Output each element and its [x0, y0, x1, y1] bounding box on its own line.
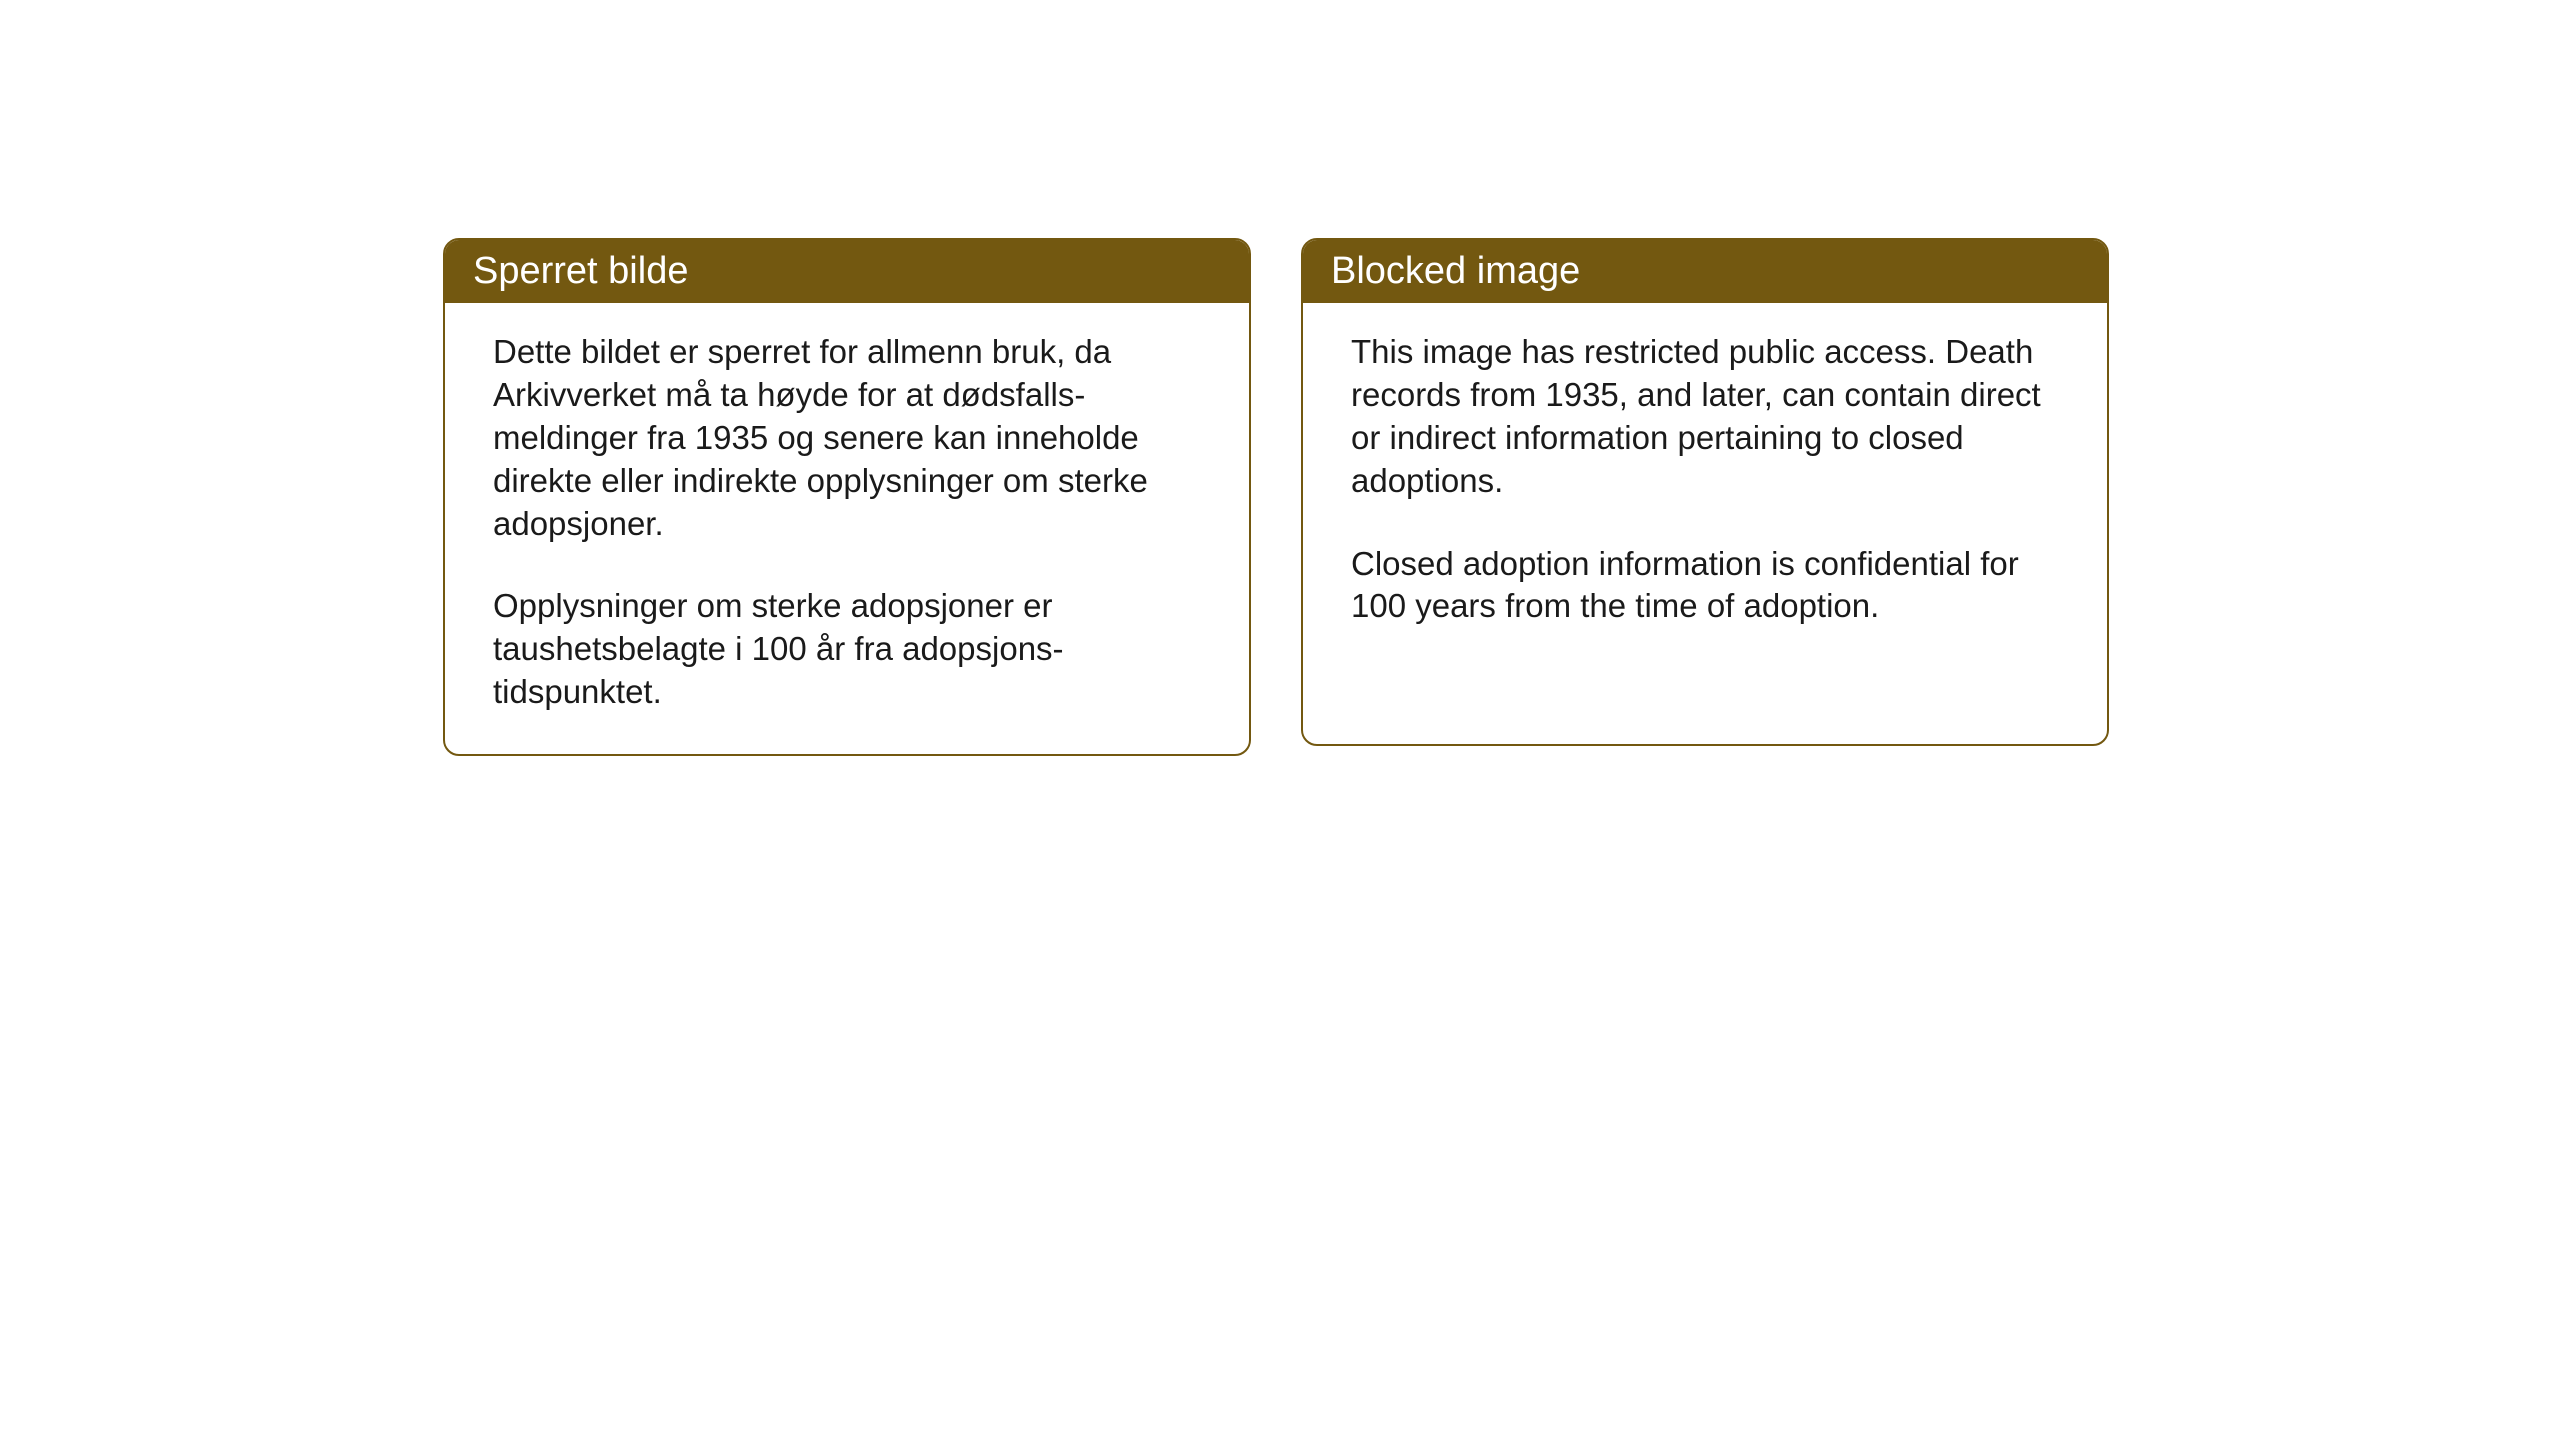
notice-box-english: Blocked image This image has restricted … — [1301, 238, 2109, 746]
notice-header-norwegian: Sperret bilde — [445, 240, 1249, 303]
notice-container: Sperret bilde Dette bildet er sperret fo… — [0, 0, 2560, 756]
notice-paragraph-1-norwegian: Dette bildet er sperret for allmenn bruk… — [493, 331, 1201, 545]
notice-header-english: Blocked image — [1303, 240, 2107, 303]
notice-box-norwegian: Sperret bilde Dette bildet er sperret fo… — [443, 238, 1251, 756]
notice-body-english: This image has restricted public access.… — [1303, 303, 2107, 668]
notice-body-norwegian: Dette bildet er sperret for allmenn bruk… — [445, 303, 1249, 754]
notice-paragraph-2-norwegian: Opplysninger om sterke adopsjoner er tau… — [493, 585, 1201, 714]
notice-paragraph-2-english: Closed adoption information is confident… — [1351, 543, 2059, 629]
notice-paragraph-1-english: This image has restricted public access.… — [1351, 331, 2059, 503]
